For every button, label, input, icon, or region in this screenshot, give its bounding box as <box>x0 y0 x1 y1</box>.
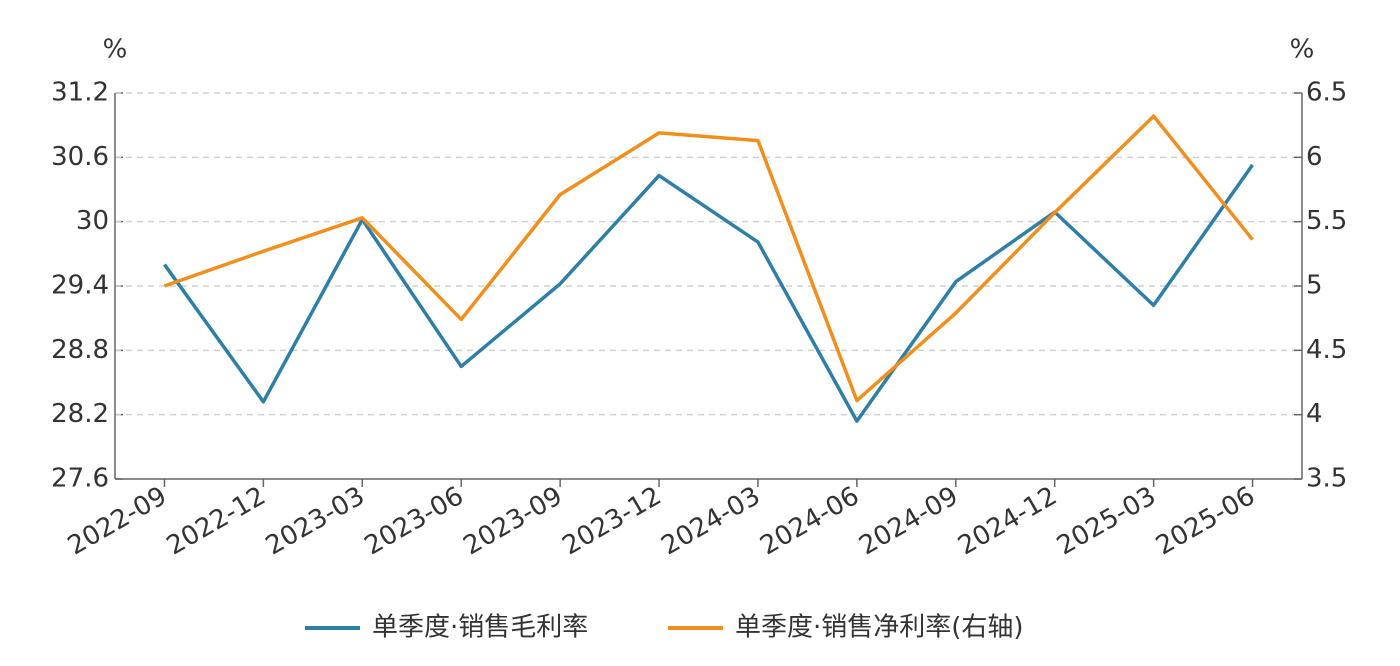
y-tick-label: 28.8 <box>51 335 109 365</box>
y-tick-label: 28.2 <box>51 399 109 429</box>
y2-tick-label: 4.5 <box>1306 335 1347 365</box>
y2-tick-label: 6.5 <box>1306 78 1347 108</box>
y2-tick-label: 6 <box>1306 142 1323 172</box>
x-tick-label: 2024-12 <box>953 481 1062 561</box>
x-tick-label: 2023-12 <box>557 481 666 561</box>
y2-tick-label: 3.5 <box>1306 464 1347 494</box>
x-tick-label: 2024-06 <box>755 481 864 561</box>
x-tick-label: 2023-03 <box>261 481 370 561</box>
x-tick-label: 2025-06 <box>1151 481 1260 561</box>
y-tick-label: 29.4 <box>51 271 109 301</box>
x-tick-label: 2022-12 <box>162 481 271 561</box>
y-tick-label: 27.6 <box>51 464 109 494</box>
series-line <box>163 163 1254 423</box>
legend-label: 单季度·销售毛利率 <box>372 613 588 643</box>
x-tick-label: 2024-03 <box>656 481 765 561</box>
y-tick-label: 31.2 <box>51 78 109 108</box>
x-tick-label: 2023-09 <box>459 481 568 561</box>
x-tick-label: 2024-09 <box>854 481 963 561</box>
y2-tick-label: 5 <box>1306 271 1323 301</box>
y-tick-label: 30 <box>76 206 109 236</box>
y2-tick-label: 4 <box>1306 399 1323 429</box>
series-line <box>163 114 1254 403</box>
y-tick-label: 30.6 <box>51 142 109 172</box>
x-tick-label: 2023-06 <box>360 481 469 561</box>
y2-unit: % <box>1290 35 1315 65</box>
y-unit: % <box>103 35 128 65</box>
legend-label: 单季度·销售净利率(右轴) <box>735 613 1024 643</box>
y2-tick-label: 5.5 <box>1306 206 1347 236</box>
x-tick-label: 2025-03 <box>1052 481 1161 561</box>
